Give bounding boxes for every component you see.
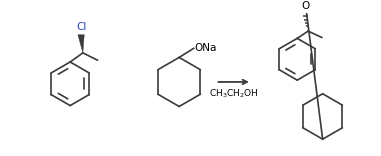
Text: O: O	[301, 1, 309, 11]
Text: ONa: ONa	[195, 43, 217, 53]
Polygon shape	[78, 35, 84, 53]
Text: Cl: Cl	[77, 22, 87, 32]
Text: CH$_3$CH$_2$OH: CH$_3$CH$_2$OH	[209, 87, 259, 100]
